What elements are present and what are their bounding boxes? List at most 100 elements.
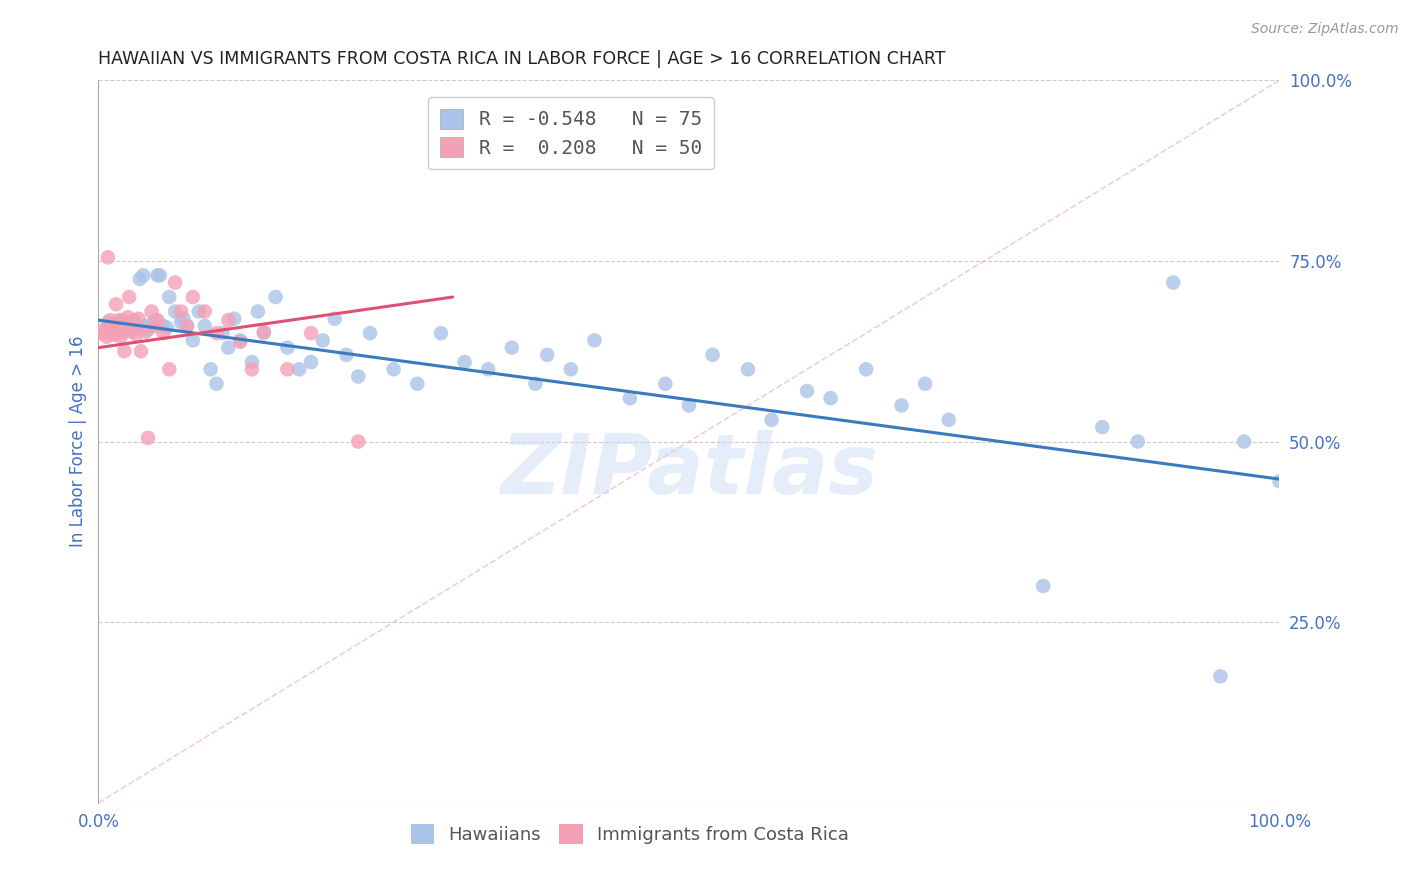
Point (224, 311, 246, 326)
Point (105, 297, 128, 311)
Point (347, 434, 370, 449)
Point (477, 362, 499, 376)
Point (240, 355, 263, 369)
Point (1126, 434, 1149, 449)
Point (128, 272, 150, 286)
Point (536, 348, 558, 362)
Point (406, 376, 429, 391)
Point (176, 318, 198, 333)
Text: Source: ZipAtlas.com: Source: ZipAtlas.com (1251, 22, 1399, 37)
Point (890, 398, 912, 412)
Point (1233, 434, 1256, 449)
Point (97, 315, 120, 329)
Point (205, 376, 228, 391)
Point (112, 320, 135, 334)
Point (103, 327, 125, 342)
Point (98, 318, 121, 333)
Point (217, 341, 239, 355)
Point (143, 313, 166, 327)
Point (141, 318, 163, 332)
Legend: Hawaiians, Immigrants from Costa Rica: Hawaiians, Immigrants from Costa Rica (404, 817, 856, 852)
Point (1161, 276, 1184, 290)
Point (200, 362, 222, 376)
Point (1091, 420, 1114, 434)
Point (136, 322, 159, 336)
Point (761, 413, 783, 427)
Point (152, 326, 174, 340)
Point (156, 320, 179, 334)
Point (560, 362, 582, 376)
Point (152, 318, 174, 333)
Point (129, 344, 152, 359)
Point (181, 290, 204, 304)
Point (117, 310, 139, 325)
Point (125, 327, 148, 342)
Point (117, 318, 139, 332)
Point (1209, 669, 1232, 683)
Point (128, 311, 150, 326)
Text: ZIPatlas: ZIPatlas (501, 430, 877, 511)
Point (187, 304, 209, 318)
Point (111, 313, 134, 327)
Point (98, 318, 121, 332)
Point (796, 384, 818, 398)
Point (172, 311, 194, 326)
Point (157, 362, 180, 376)
Point (229, 334, 252, 348)
Point (453, 355, 475, 369)
Point (194, 318, 217, 333)
Point (115, 315, 138, 329)
Point (112, 344, 135, 359)
Point (111, 315, 134, 329)
Text: HAWAIIAN VS IMMIGRANTS FROM COSTA RICA IN LABOR FORCE | AGE > 16 CORRELATION CHA: HAWAIIAN VS IMMIGRANTS FROM COSTA RICA I… (98, 50, 946, 68)
Point (312, 334, 335, 348)
Point (347, 369, 370, 384)
Point (135, 318, 157, 333)
Point (98, 313, 121, 327)
Point (820, 391, 842, 405)
Point (132, 268, 155, 283)
Point (253, 326, 276, 340)
Point (146, 268, 169, 283)
Point (170, 304, 193, 318)
Point (619, 391, 641, 405)
Y-axis label: In Labor Force | Age > 16: In Labor Force | Age > 16 (69, 335, 87, 548)
Point (157, 290, 180, 304)
Point (678, 398, 700, 412)
Point (91, 326, 114, 340)
Point (524, 376, 547, 391)
Point (299, 326, 322, 340)
Point (264, 290, 287, 304)
Point (101, 318, 124, 333)
Point (141, 304, 163, 318)
Point (121, 320, 143, 334)
Point (176, 318, 198, 333)
Point (165, 276, 187, 290)
Point (101, 322, 124, 336)
Point (253, 325, 276, 339)
Point (299, 355, 322, 369)
Point (501, 341, 523, 355)
Point (118, 290, 141, 304)
Point (105, 322, 128, 336)
Point (170, 315, 193, 329)
Point (654, 376, 676, 391)
Point (96, 330, 118, 344)
Point (737, 362, 759, 376)
Point (276, 362, 298, 376)
Point (105, 320, 128, 334)
Point (382, 362, 405, 376)
Point (359, 326, 381, 340)
Point (246, 304, 269, 318)
Point (165, 304, 187, 318)
Point (149, 268, 172, 283)
Point (111, 325, 134, 339)
Point (108, 315, 131, 329)
Point (104, 325, 127, 339)
Point (107, 313, 129, 327)
Point (702, 348, 724, 362)
Point (135, 325, 157, 339)
Point (122, 315, 145, 329)
Point (1032, 579, 1054, 593)
Point (430, 326, 453, 340)
